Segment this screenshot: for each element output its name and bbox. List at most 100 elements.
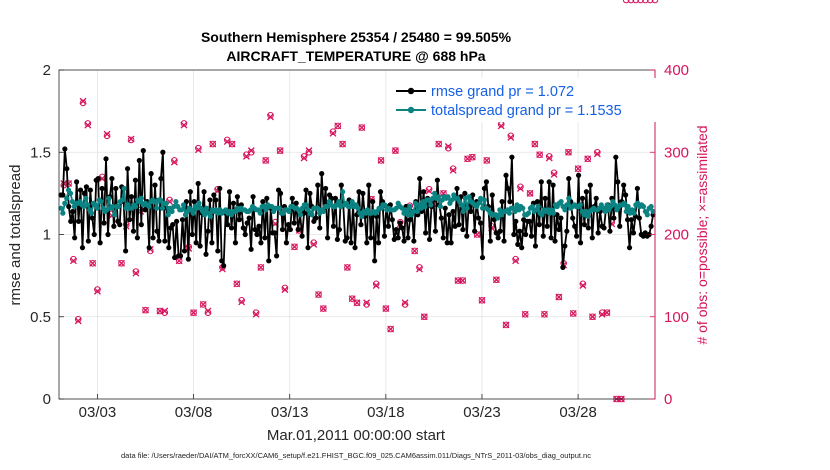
rmse-point [613,154,619,160]
obs-assimilated-point [531,140,539,148]
rmse-point [324,235,331,241]
spread-point [138,195,145,201]
spread-point [476,200,482,206]
spread-point [460,208,466,215]
spread-point [435,194,442,200]
obs-assimilated-point [353,299,361,307]
spread-point [566,195,572,201]
spread-point [558,199,564,205]
rmse-point [464,233,470,239]
rmse-point [174,218,180,224]
rmse-point [634,185,640,192]
spread-point [428,202,434,208]
rmse-point [646,231,652,238]
y-tick-label-left: 0.5 [30,309,51,326]
rmse-point [315,182,321,188]
rmse-point [260,199,266,205]
obs-assimilated-point [69,257,77,265]
obs-possible-point [132,268,140,275]
obs-possible-point [425,185,433,193]
rmse-point [277,190,284,196]
rmse-point [499,199,505,205]
rmse-point [628,217,635,223]
rmse-point [556,226,562,233]
rmse-point [475,215,482,221]
rmse-point [111,223,117,229]
rmse-point [509,154,515,160]
rmse-point [189,231,195,238]
obs-possible-point [353,299,361,307]
rmse-point [209,240,215,246]
obs-possible-point [382,305,390,312]
tick-layer: 03/03 03/08 03/13 03/18 03/23 03/2800.511.520… [30,62,689,421]
rmse-point [615,179,621,185]
rmse-point [299,233,305,239]
y-tick-label-right: 100 [664,309,689,326]
rmse-point [558,215,564,221]
rmse-point [479,254,486,261]
y-tick-label-right: 400 [664,62,689,79]
obs-possible-point [555,293,563,301]
rmse-point [234,194,240,200]
obs-possible-point [142,306,149,314]
obs-possible-point [416,264,423,271]
obs-possible-point [627,0,635,4]
rmse-point [564,228,570,234]
rmse-point [113,185,119,192]
obs-assimilated-point [247,147,255,155]
obs-assimilated-point [483,157,491,164]
chart-title-line2: AIRCRAFT_TEMPERATURE @ 688 hPa [226,48,485,64]
rmse-point [330,223,337,229]
rmse-point [197,243,203,249]
obs-assimilated-point [89,259,97,267]
obs-possible-point [469,153,476,161]
obs-possible-point [262,157,269,164]
rmse-point [481,185,488,192]
rmse-point [242,231,248,238]
obs-assimilated-point [526,189,534,197]
rmse-point [156,238,162,244]
obs-assimilated-point [420,313,428,321]
obs-possible-point [267,111,274,119]
rmse-point [489,192,495,198]
rmse-point [205,228,211,234]
rmse-point [352,245,358,251]
obs-assimilated-point [180,121,188,129]
spread-point [529,203,535,210]
rmse-point [207,197,213,203]
obs-possible-point [420,313,428,321]
rmse-point [244,220,250,226]
spread-point [585,213,591,220]
obs-assimilated-point [300,154,308,162]
rmse-point [217,185,223,192]
rmse-point [370,199,376,205]
rmse-point [440,235,446,241]
obs-assimilated-point [492,276,500,284]
obs-assimilated-point [281,286,289,294]
rmse-point [421,189,427,195]
obs-assimilated-point [228,140,236,148]
obs-possible-point [233,280,241,288]
rmse-point [364,240,370,246]
obs-possible-point [622,0,630,4]
rmse-point [313,215,319,221]
obs-possible-point [642,0,649,4]
rmse-point [293,200,299,206]
obs-possible-point [363,301,370,308]
rmse-point [252,226,258,233]
rmse-point [497,228,503,234]
obs-possible-point [512,255,519,263]
y-axis-label-right: # of obs: o=possible; ×=assimilated [694,125,710,344]
y-tick-label-left: 1 [43,227,51,244]
obs-possible-point [411,247,418,255]
x-axis-label: Mar.01,2011 00:00:00 start [267,427,446,444]
rmse-point [187,189,193,195]
obs-assimilated-point [84,121,92,129]
rmse-point [132,177,139,183]
spread-point [309,212,315,218]
obs-possible-point [632,0,640,4]
rmse-point [513,218,519,224]
x-tick-label: 03/13 [271,404,309,421]
spread-point [564,202,570,208]
obs-possible-point [247,148,255,156]
